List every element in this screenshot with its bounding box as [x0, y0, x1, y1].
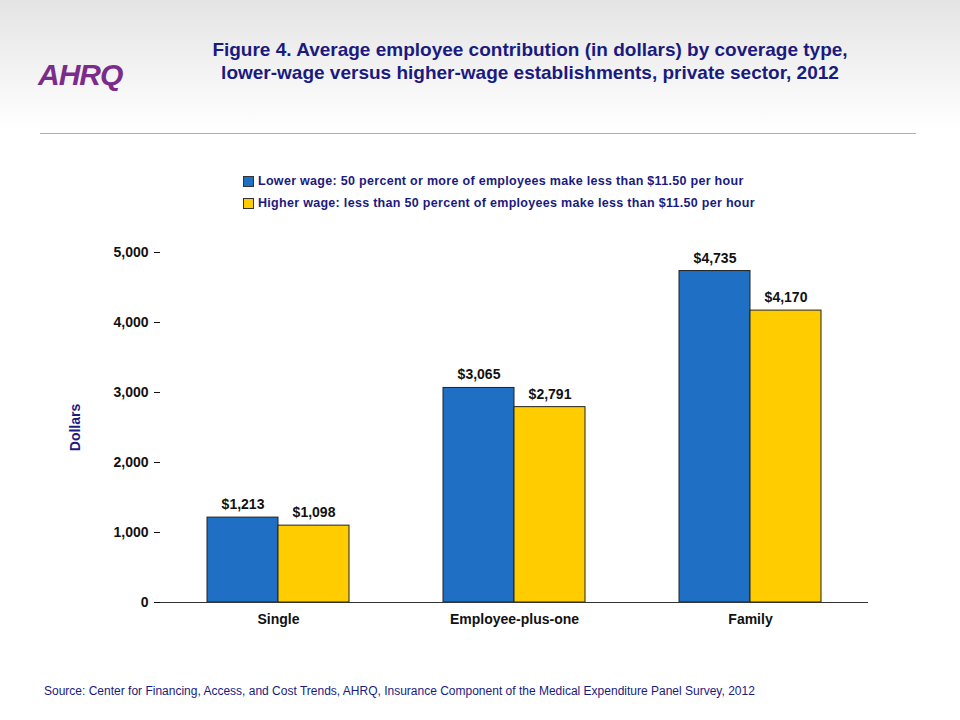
svg-text:$4,170: $4,170 — [765, 289, 808, 305]
svg-text:1,000: 1,000 — [113, 524, 148, 540]
svg-text:2,000: 2,000 — [113, 454, 148, 470]
svg-text:Dollars: Dollars — [67, 404, 83, 452]
html-text:AHRQ: AHRQ — [38, 58, 123, 91]
svg-text:5,000: 5,000 — [113, 244, 148, 260]
svg-text:$4,735: $4,735 — [694, 250, 737, 266]
svg-text:$3,065: $3,065 — [458, 366, 501, 382]
html-text:Source: Center for Financing,: Source: Center for Financing, Access, an… — [44, 684, 755, 698]
svg-text:$1,098: $1,098 — [293, 504, 336, 520]
html-text:Lower wage: 50 percent or more: Lower wage: 50 percent or more of employ… — [258, 174, 744, 188]
svg-text:$2,791: $2,791 — [529, 386, 572, 402]
svg-text:$1,213: $1,213 — [222, 496, 265, 512]
html-text:Higher wage: less than 50 perc: Higher wage: less than 50 percent of emp… — [258, 196, 755, 210]
svg-text:Single: Single — [257, 611, 299, 627]
html-text:Figure 4. Average employee con: Figure 4. Average employee contribution … — [212, 39, 848, 83]
svg-text:4,000: 4,000 — [113, 314, 148, 330]
svg-text:Employee-plus-one: Employee-plus-one — [450, 611, 579, 627]
svg-text:3,000: 3,000 — [113, 384, 148, 400]
svg-text:0: 0 — [141, 594, 149, 610]
svg-text:Family: Family — [728, 611, 773, 627]
